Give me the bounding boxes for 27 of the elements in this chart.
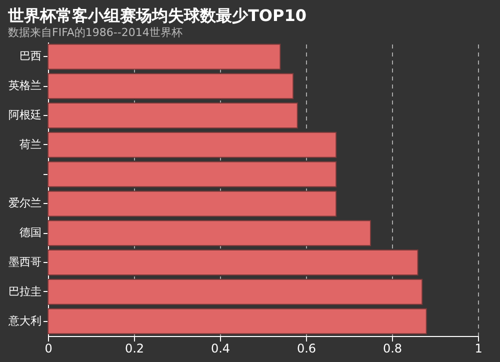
bar — [48, 220, 371, 246]
y-tick-label: 阿根廷 — [8, 108, 42, 122]
y-tick-label: 爱尔兰 — [8, 196, 42, 210]
y-tick-label: 巴拉圭 — [8, 284, 42, 298]
bar — [48, 44, 281, 70]
bar — [48, 102, 298, 128]
y-tick-label: 英格兰 — [8, 79, 42, 92]
bar — [48, 73, 294, 100]
bar — [48, 278, 423, 305]
x-tick-label: 0.6 — [296, 342, 316, 356]
y-tick-label: 巴西 — [20, 50, 42, 63]
y-tick-label: 荷兰 — [20, 138, 42, 151]
y-tick-label: 德国 — [20, 226, 42, 240]
x-tick-label: 0.2 — [124, 342, 144, 356]
bar — [48, 308, 427, 334]
x-tick-label: 0 — [44, 342, 52, 356]
bar — [48, 161, 337, 188]
chart-title: 世界杯常客小组赛场均失球数最少TOP10 — [7, 6, 307, 25]
x-tick-label: 0.4 — [210, 342, 230, 356]
x-tick-label: 1 — [474, 342, 482, 356]
bar — [48, 132, 337, 158]
x-tick-label: 0.8 — [382, 342, 402, 356]
y-tick-label: 墨西哥 — [8, 256, 42, 268]
bar — [48, 190, 337, 217]
chart-subtitle: 数据来自FIFA的1986--2014世界杯 — [8, 26, 182, 39]
y-tick-label: 意大利 — [8, 314, 42, 328]
bar — [48, 250, 418, 276]
